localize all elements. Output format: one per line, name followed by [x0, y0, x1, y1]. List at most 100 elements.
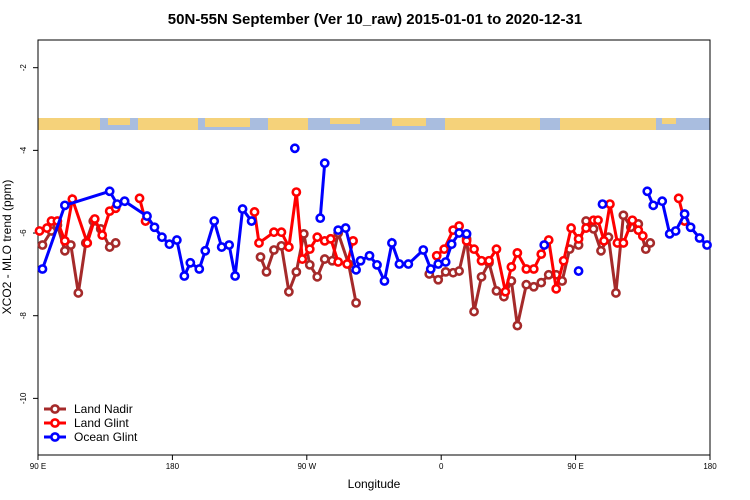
- point: [500, 286, 511, 297]
- point: [82, 238, 93, 248]
- point: [269, 227, 279, 238]
- y-tick-label: -2: [19, 64, 28, 72]
- point: [387, 238, 397, 248]
- point: [283, 242, 294, 252]
- point: [119, 196, 130, 207]
- point: [433, 274, 444, 285]
- point: [433, 259, 444, 269]
- point: [403, 259, 414, 269]
- point: [342, 259, 353, 269]
- point: [297, 254, 308, 264]
- point: [134, 193, 145, 204]
- point: [694, 233, 705, 243]
- point: [573, 266, 584, 276]
- point: [645, 238, 656, 248]
- point: [216, 242, 227, 252]
- point: [351, 297, 361, 308]
- point: [246, 216, 257, 226]
- point: [536, 249, 547, 260]
- point: [581, 223, 591, 233]
- point: [110, 238, 121, 248]
- point: [637, 231, 648, 241]
- point: [315, 213, 326, 224]
- point: [319, 158, 330, 169]
- point: [269, 245, 279, 255]
- x-axis-label: Longitude: [348, 477, 401, 491]
- point: [89, 214, 100, 224]
- point: [679, 209, 690, 219]
- point: [657, 196, 668, 207]
- point: [593, 215, 603, 226]
- legend-label: Land Glint: [74, 416, 129, 430]
- point: [37, 240, 48, 250]
- point: [461, 228, 472, 239]
- y-tick-label: -4: [19, 146, 28, 154]
- point: [446, 239, 457, 250]
- point: [536, 277, 547, 288]
- series-line: [318, 163, 327, 219]
- point: [394, 259, 405, 269]
- x-tick-label: 180: [703, 462, 717, 471]
- point: [304, 244, 315, 255]
- point: [59, 245, 70, 256]
- point: [596, 245, 606, 256]
- x-tick-label: 0: [439, 462, 444, 471]
- point: [469, 244, 479, 255]
- point: [276, 227, 287, 238]
- point: [59, 200, 70, 211]
- point: [521, 279, 532, 290]
- point: [304, 259, 315, 270]
- point: [333, 225, 344, 236]
- series: [34, 187, 690, 297]
- point: [209, 216, 220, 226]
- point: [291, 266, 302, 277]
- series: [37, 143, 712, 286]
- point: [34, 226, 45, 236]
- point: [312, 271, 323, 282]
- point: [194, 264, 205, 274]
- point: [261, 266, 272, 277]
- point: [521, 264, 532, 274]
- legend-label: Land Nadir: [74, 402, 133, 416]
- x-tick-label: 180: [166, 462, 180, 471]
- point: [551, 283, 562, 294]
- point: [431, 250, 442, 261]
- point: [611, 288, 621, 298]
- point: [618, 210, 629, 221]
- point: [670, 226, 681, 236]
- point: [418, 245, 429, 255]
- point: [476, 255, 487, 266]
- legend-swatch: [50, 432, 60, 442]
- point: [73, 288, 84, 298]
- point: [319, 254, 330, 264]
- point: [685, 222, 696, 233]
- point: [333, 257, 344, 267]
- point: [491, 286, 502, 296]
- y-tick-label: -6: [19, 229, 28, 237]
- y-axis-label: XCO2 - MLO trend (ppm): [0, 180, 14, 315]
- point: [230, 271, 241, 281]
- point: [640, 244, 651, 255]
- legend-swatch: [50, 404, 60, 414]
- point: [164, 239, 175, 250]
- point: [558, 255, 569, 266]
- point: [237, 204, 248, 214]
- point: [476, 271, 487, 282]
- y-tick-label: -8: [19, 312, 28, 320]
- point: [573, 233, 584, 244]
- point: [351, 264, 361, 275]
- point: [605, 199, 615, 209]
- point: [249, 207, 260, 217]
- legend-label: Ocean Glint: [74, 430, 138, 444]
- point: [364, 250, 375, 261]
- point: [506, 262, 517, 272]
- legend-swatch: [50, 418, 60, 428]
- point: [355, 255, 366, 266]
- point: [528, 281, 539, 292]
- point: [42, 223, 52, 233]
- map-strip: [38, 118, 710, 130]
- point: [104, 186, 115, 197]
- point: [142, 211, 152, 221]
- point: [491, 244, 502, 255]
- point: [276, 240, 287, 251]
